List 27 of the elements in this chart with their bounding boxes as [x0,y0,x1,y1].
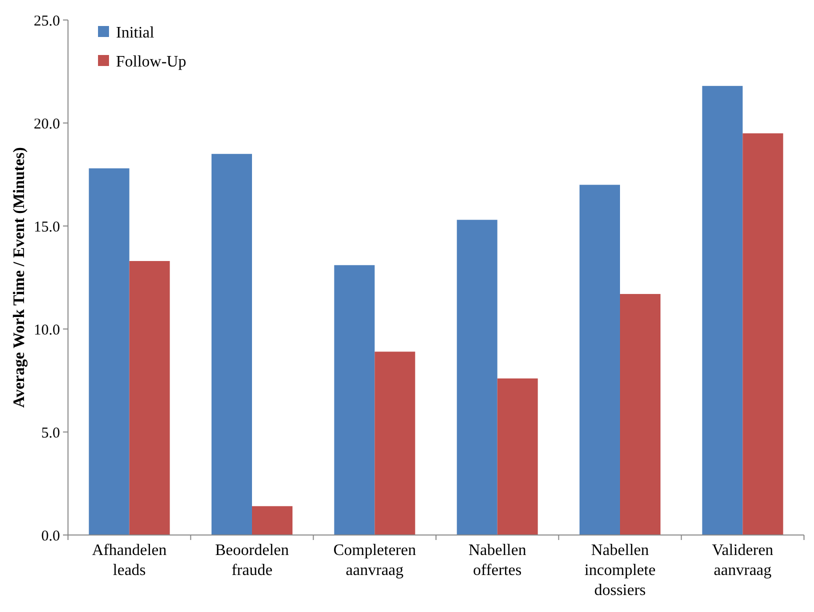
bar [129,261,170,535]
bar [497,378,538,535]
bar [702,86,743,535]
x-tick-label: Completeren aanvraag [333,542,416,579]
bar [620,294,660,535]
bar [742,133,784,535]
y-tick-label: 5.0 [41,425,60,442]
y-tick-label: 0.0 [41,528,60,544]
bar [88,168,130,535]
y-tick-label: 10.0 [34,322,60,338]
x-tick-label: Beoordelen fraude [215,542,289,579]
legend-label: Initial [116,24,155,42]
y-axis-title: Average Work Time / Event (Minutes) [11,147,28,408]
x-tick-label: Nabellen offertes [468,542,526,579]
bar [212,154,252,535]
y-tick-label: 25.0 [34,13,60,30]
legend-label: Follow-Up [116,54,186,71]
x-tick-label: Valideren aanvraag [712,542,774,579]
bar [580,184,620,535]
y-tick-label: 20.0 [34,116,60,132]
bar [334,265,375,535]
y-tick-label: 15.0 [34,219,60,236]
bar [252,506,292,535]
x-tick-label: Nabellen incomplete dossiers [584,542,656,599]
bar [374,352,416,535]
x-tick-label: Afhandelen leads [92,542,167,579]
bar [456,220,498,535]
